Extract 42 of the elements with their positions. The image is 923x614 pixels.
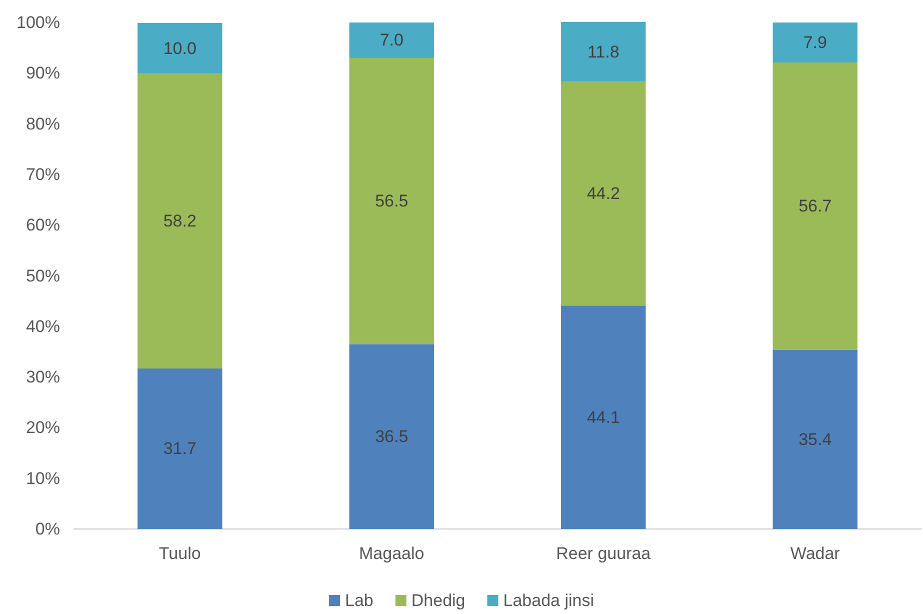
y-tick-label: 90% xyxy=(26,64,60,83)
bar xyxy=(349,22,434,58)
data-label: 36.5 xyxy=(375,427,408,446)
bar xyxy=(561,306,646,529)
bar xyxy=(138,74,222,368)
legend-label: Lab xyxy=(345,591,374,610)
data-label: 44.1 xyxy=(586,408,620,427)
y-tick-label: 70% xyxy=(26,164,60,184)
y-tick-label: 0% xyxy=(35,520,60,538)
data-label: 35.4 xyxy=(798,430,832,449)
x-tick-label: Reer guuraa xyxy=(556,544,652,563)
bar xyxy=(772,350,858,529)
y-tick-label: 40% xyxy=(26,316,60,336)
data-label: 7.0 xyxy=(380,30,404,50)
data-label: 7.9 xyxy=(803,33,827,52)
legend-label: Labada jinsi xyxy=(503,591,594,610)
data-label: 31.7 xyxy=(163,439,196,458)
bar xyxy=(772,22,858,63)
y-tick-label: 80% xyxy=(26,114,60,134)
data-label: 56.7 xyxy=(798,196,832,216)
y-tick-label: 100% xyxy=(16,13,60,32)
legend-label: Dhedig xyxy=(411,591,466,610)
y-tick-label: 60% xyxy=(26,216,60,235)
data-label: 58.2 xyxy=(163,212,196,231)
x-tick-label: Magaalo xyxy=(359,544,424,563)
bar xyxy=(349,58,434,344)
bar xyxy=(772,62,858,350)
bar xyxy=(138,368,222,529)
data-label: 56.5 xyxy=(375,192,408,211)
bar xyxy=(561,22,646,82)
y-tick-label: 50% xyxy=(26,266,60,286)
y-tick-label: 20% xyxy=(26,418,60,438)
y-tick-label: 10% xyxy=(26,468,60,488)
data-label: 44.2 xyxy=(586,184,620,204)
x-tick-label: Wadar xyxy=(790,544,840,563)
bar xyxy=(349,344,434,529)
y-tick-label: 30% xyxy=(26,368,60,387)
bar xyxy=(561,82,646,306)
data-label: 10.0 xyxy=(163,38,196,58)
bar xyxy=(138,23,222,74)
data-label: 11.8 xyxy=(587,42,620,62)
x-tick-label: Tuulo xyxy=(158,544,201,563)
